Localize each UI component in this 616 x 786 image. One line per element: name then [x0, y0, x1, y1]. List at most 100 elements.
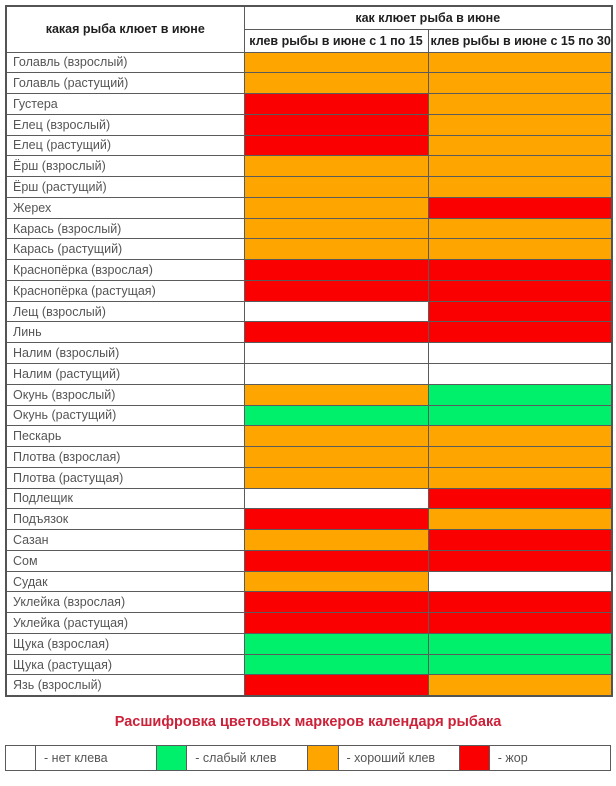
table-row: Подлещик [5, 487, 613, 510]
bite-cell-second-half [427, 446, 613, 468]
table-row: Елец (взрослый) [5, 113, 613, 136]
bite-cell-second-half [427, 674, 613, 697]
bite-cell-second-half [427, 632, 613, 655]
bite-cell-first-half [243, 653, 429, 676]
fish-name-cell: Судак [5, 570, 245, 593]
fish-name-cell: Карась (взрослый) [5, 217, 245, 240]
table-row: Краснопёрка (растущая) [5, 279, 613, 302]
table-row: Щука (взрослая) [5, 632, 613, 655]
group-header: как клюет рыба в июне [243, 5, 613, 30]
bite-cell-first-half [243, 612, 429, 634]
bite-cell-first-half [243, 632, 429, 655]
fish-name-cell: Подъязок [5, 508, 245, 531]
fish-name-cell: Лещ (взрослый) [5, 300, 245, 323]
fish-name-cell: Ёрш (растущий) [5, 176, 245, 198]
bite-cell-second-half [427, 300, 613, 323]
table-row: Сом [5, 549, 613, 572]
bite-cell-second-half [427, 362, 613, 385]
legend-label: - слабый клев [186, 744, 309, 771]
table-row: Судак [5, 570, 613, 593]
bite-cell-first-half [243, 487, 429, 510]
table-row: Голавль (растущий) [5, 72, 613, 95]
bite-cell-second-half [427, 279, 613, 302]
second-half-column-header: клев рыбы в июне с 15 по 30 [427, 28, 613, 53]
bite-cell-second-half [427, 591, 613, 614]
table-row: Плотва (растущая) [5, 466, 613, 489]
bite-cell-first-half [243, 508, 429, 531]
table-row: Елец (растущий) [5, 134, 613, 157]
bite-cell-first-half [243, 570, 429, 593]
bite-cell-second-half [427, 93, 613, 115]
table-row: Подъязок [5, 508, 613, 531]
bite-cell-first-half [243, 529, 429, 551]
bite-cell-second-half [427, 425, 613, 448]
legend-label: - нет клева [35, 744, 158, 771]
bite-cell-second-half [427, 487, 613, 510]
legend-label: - жор [488, 744, 612, 771]
legend-label: - хороший клев [337, 744, 460, 771]
table-row: Густера [5, 93, 613, 115]
bite-cell-second-half [427, 549, 613, 572]
bite-cell-second-half [427, 176, 613, 198]
fish-name-cell: Голавль (взрослый) [5, 51, 245, 74]
fish-name-cell: Щука (растущая) [5, 653, 245, 676]
fish-name-cell: Налим (взрослый) [5, 342, 245, 364]
table-row: Сазан [5, 529, 613, 551]
bite-cell-first-half [243, 674, 429, 697]
bite-cell-first-half [243, 300, 429, 323]
legend-swatch-weak [156, 744, 188, 771]
fish-name-cell: Елец (растущий) [5, 134, 245, 157]
bite-cell-first-half [243, 93, 429, 115]
table-row: Окунь (растущий) [5, 404, 613, 427]
table-row: Ёрш (растущий) [5, 176, 613, 198]
table-row: Карась (растущий) [5, 238, 613, 261]
legend-swatch-none [4, 744, 37, 771]
first-half-column-header: клев рыбы в июне с 1 по 15 [243, 28, 429, 53]
bite-cell-first-half [243, 342, 429, 364]
bite-cell-first-half [243, 321, 429, 344]
legend-swatch-frenzy [458, 744, 490, 771]
bite-cell-first-half [243, 383, 429, 406]
legend-row: - нет клева - слабый клев - хороший клев - … [4, 744, 612, 771]
bite-cell-first-half [243, 425, 429, 448]
table-row: Линь [5, 321, 613, 344]
fish-name-cell: Линь [5, 321, 245, 344]
fishing-calendar-table: какая рыба клюет в июне как клюет рыба в… [5, 5, 614, 697]
table-row: Ёрш (взрослый) [5, 155, 613, 178]
table-row: Краснопёрка (взрослая) [5, 259, 613, 281]
bite-cell-second-half [427, 404, 613, 427]
bite-cell-first-half [243, 238, 429, 261]
table-row: Налим (взрослый) [5, 342, 613, 364]
bite-cell-first-half [243, 362, 429, 385]
bite-cell-first-half [243, 196, 429, 219]
bite-cell-first-half [243, 549, 429, 572]
fish-name-cell: Пескарь [5, 425, 245, 448]
fish-name-cell: Густера [5, 93, 245, 115]
fish-column-header: какая рыба клюет в июне [5, 5, 245, 53]
fish-name-cell: Голавль (растущий) [5, 72, 245, 95]
bite-cell-first-half [243, 466, 429, 489]
bite-cell-first-half [243, 176, 429, 198]
bite-cell-second-half [427, 570, 613, 593]
bite-cell-second-half [427, 508, 613, 531]
header-row-group: какая рыба клюет в июне как клюет рыба в… [5, 5, 613, 53]
bite-cell-first-half [243, 446, 429, 468]
fish-name-cell: Ёрш (взрослый) [5, 155, 245, 178]
fish-name-cell: Плотва (взрослая) [5, 446, 245, 468]
fish-name-cell: Окунь (взрослый) [5, 383, 245, 406]
bite-cell-first-half [243, 591, 429, 614]
table-row: Уклейка (растущая) [5, 612, 613, 634]
bite-cell-second-half [427, 383, 613, 406]
table-row: Карась (взрослый) [5, 217, 613, 240]
bite-cell-second-half [427, 342, 613, 364]
bite-cell-second-half [427, 466, 613, 489]
fish-name-cell: Елец (взрослый) [5, 113, 245, 136]
bite-cell-second-half [427, 529, 613, 551]
bite-cell-first-half [243, 51, 429, 74]
fish-name-cell: Плотва (растущая) [5, 466, 245, 489]
table-row: Язь (взрослый) [5, 674, 613, 697]
bite-cell-first-half [243, 217, 429, 240]
bite-cell-first-half [243, 279, 429, 302]
bite-cell-second-half [427, 217, 613, 240]
fish-name-cell: Краснопёрка (взрослая) [5, 259, 245, 281]
